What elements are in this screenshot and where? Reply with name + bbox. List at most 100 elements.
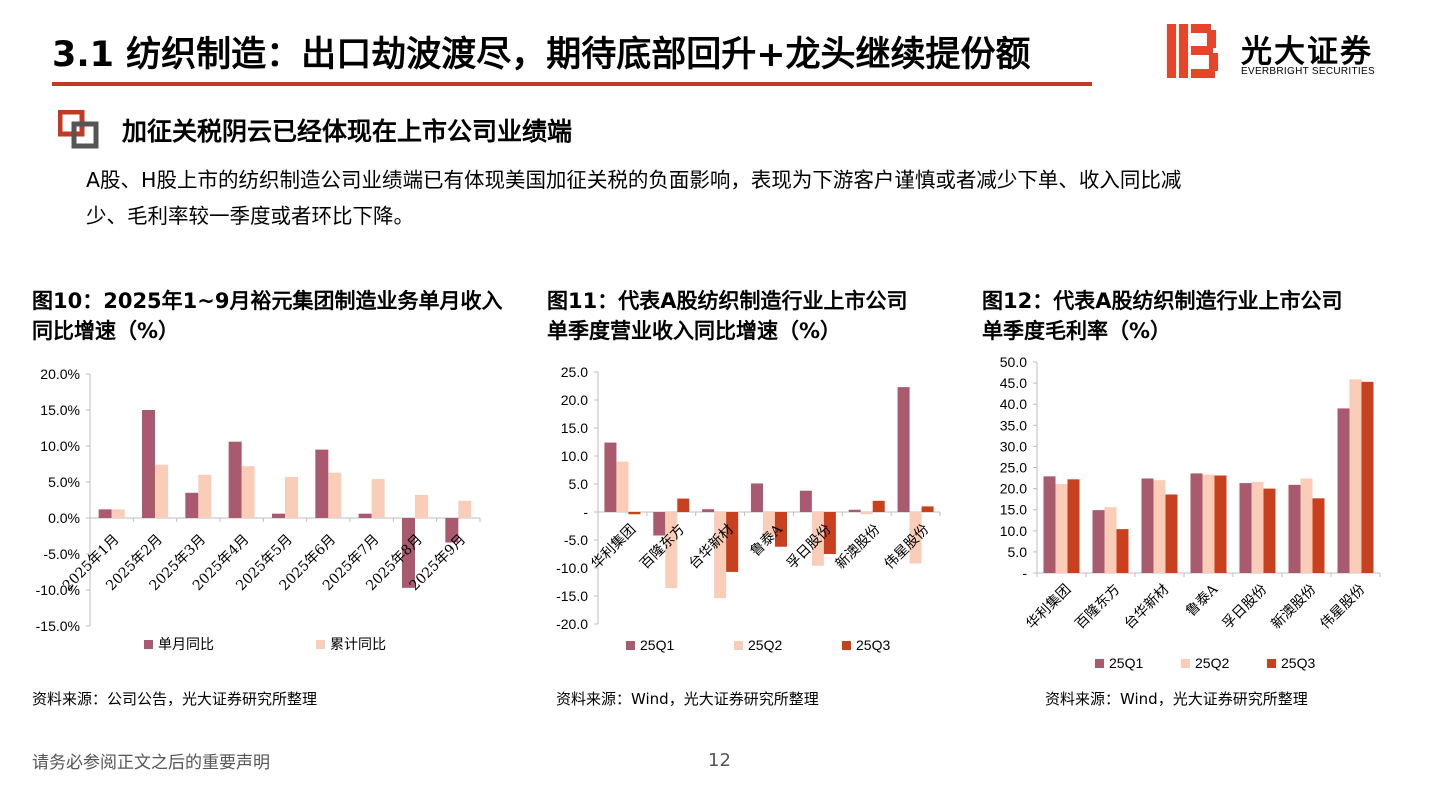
chart12-bar-chart: 50.0 45.0 40.0 35.0 30.0 25.0 20.0 15.0 10.0 5.0 -… bbox=[1000, 354, 1381, 671]
chart12-y-tick-label: 50.0 bbox=[1000, 354, 1027, 370]
chart11-category-label: 华利集团 bbox=[588, 521, 640, 573]
chart12-category-label: 台华新材 bbox=[1121, 582, 1172, 633]
chart12-category-label: 新澳股份 bbox=[1268, 582, 1319, 633]
chart11-bar bbox=[860, 512, 873, 515]
chart12-bar bbox=[1153, 480, 1166, 573]
chart11-bar bbox=[763, 512, 775, 536]
page-number: 12 bbox=[708, 750, 731, 771]
chart11-bar bbox=[726, 512, 739, 572]
chart12-bar bbox=[1263, 488, 1276, 573]
chart11-bar bbox=[628, 512, 641, 515]
chart12-category-label: 华利集团 bbox=[1023, 581, 1075, 633]
chart12-bar bbox=[1288, 484, 1301, 573]
chart12-y-tick-label: 20.0 bbox=[1000, 481, 1027, 497]
chart11-y-tick-label: -5.0 bbox=[564, 532, 588, 548]
chart11-bar bbox=[848, 509, 861, 512]
chart11-legend-swatch bbox=[842, 641, 851, 650]
chart12-legend-label: 25Q2 bbox=[1195, 655, 1229, 671]
chart11-y-tick-label: -15.0 bbox=[556, 588, 588, 604]
chart10-bar bbox=[358, 513, 372, 518]
chart10-title-line1: 图10：2025年1~9月裕元集团制造业务单月收入 bbox=[32, 289, 503, 313]
title-underline bbox=[52, 82, 1092, 86]
page-title: 3.1 纺织制造：出口劫波渡尽，期待底部回升+龙头继续提份额 bbox=[52, 35, 1031, 75]
chart11-legend-swatch bbox=[734, 641, 743, 650]
chart10-legend-label: 累计同比 bbox=[330, 637, 386, 653]
chart10-bar bbox=[198, 474, 212, 518]
chart10-bar bbox=[285, 476, 298, 518]
chart10-y-tick-label: 5.0% bbox=[48, 474, 80, 490]
chart11-bar bbox=[702, 509, 715, 512]
section-squares-icon bbox=[58, 110, 99, 149]
chart10-y-tick-label: 0.0% bbox=[48, 510, 80, 526]
chart12-legend-swatch bbox=[1095, 659, 1104, 668]
chart10-bar-chart: 20.0% 15.0% 10.0% 5.0% 0.0% -5.0% -10.0% -15.0%… bbox=[36, 366, 481, 653]
chart10-legend-label: 单月同比 bbox=[158, 637, 214, 653]
chart11-y-tick-label: 25.0 bbox=[561, 364, 588, 380]
chart10-bar bbox=[402, 518, 415, 588]
chart12-bar bbox=[1165, 494, 1178, 573]
logo-text-en: EVERBRIGHT SECURITIES bbox=[1241, 66, 1375, 77]
chart12-bar bbox=[1361, 381, 1374, 573]
chart12-bar bbox=[1104, 507, 1117, 573]
chart11-bar bbox=[921, 506, 934, 512]
chart11-bar bbox=[823, 512, 836, 554]
chart11-bar bbox=[799, 490, 812, 512]
chart10-y-tick-label: -10.0% bbox=[36, 582, 80, 598]
logo-text-cn: 光大证券 bbox=[1241, 34, 1373, 70]
body-line-2: 少、毛利率较一季度或者环比下降。 bbox=[86, 204, 414, 228]
chart10-bar bbox=[98, 509, 112, 518]
chart12-bar bbox=[1251, 481, 1264, 573]
chart11-bar bbox=[897, 387, 910, 512]
chart12-bar bbox=[1190, 473, 1203, 573]
chart12-legend-swatch bbox=[1181, 659, 1190, 668]
chart12-title: 图12：代表A股纺织制造行业上市公司 单季度毛利率（%） bbox=[982, 286, 1342, 346]
chart12-y-tick-label: 5.0 bbox=[1008, 544, 1028, 560]
chart10-y-tick-label: -15.0% bbox=[36, 618, 80, 634]
chart12-y-tick-label: 10.0 bbox=[1000, 523, 1027, 539]
chart10-bar bbox=[228, 441, 242, 518]
chart12-bar bbox=[1067, 479, 1080, 573]
chart12-category-label: 伟星股份 bbox=[1317, 582, 1368, 633]
chart10-legend-swatch bbox=[144, 640, 153, 649]
chart10-title-line2: 同比增速（%） bbox=[32, 319, 180, 343]
chart11-category-label: 新澳股份 bbox=[833, 522, 884, 573]
chart10-bar bbox=[142, 410, 155, 518]
chart11-bar bbox=[677, 498, 690, 512]
chart11-bar bbox=[751, 483, 763, 512]
chart11-y-tick-label: -20.0 bbox=[556, 616, 588, 632]
chart12-y-tick-label: - bbox=[1022, 565, 1027, 581]
chart10-bar bbox=[415, 494, 428, 518]
chart11-bar bbox=[909, 512, 922, 564]
chart10-bar bbox=[185, 492, 199, 518]
chart11-bar bbox=[604, 442, 617, 512]
chart11-bar bbox=[775, 512, 787, 547]
chart11-legend-label: 25Q1 bbox=[640, 637, 674, 653]
body-line-1: A股、H股上市的纺织制造公司业绩端已有体现美国加征关税的负面影响，表现为下游客户… bbox=[86, 168, 1182, 192]
chart12-bar bbox=[1055, 483, 1068, 573]
chart12-bar bbox=[1239, 483, 1252, 573]
chart11-y-tick-label: 15.0 bbox=[561, 420, 588, 436]
chart12-bar bbox=[1202, 474, 1215, 573]
chart11-bar-chart: 25.0 20.0 15.0 10.0 5.0 - -5.0 -10.0 -15.0 -20.0 华… bbox=[556, 364, 941, 653]
chart10-title: 图10：2025年1~9月裕元集团制造业务单月收入 同比增速（%） bbox=[32, 286, 503, 346]
chart10-bar bbox=[155, 464, 168, 518]
chart12-bar bbox=[1337, 408, 1350, 573]
chart10-y-tick-label: 10.0% bbox=[40, 438, 80, 454]
chart10-source: 资料来源：公司公告，光大证券研究所整理 bbox=[32, 690, 318, 708]
chart12-y-tick-label: 30.0 bbox=[1000, 438, 1027, 454]
chart11-bar bbox=[616, 461, 629, 512]
chart12-category-label: 孚日股份 bbox=[1219, 582, 1270, 633]
chart12-legend-label: 25Q1 bbox=[1109, 655, 1143, 671]
chart10-bar bbox=[445, 518, 459, 543]
chart10-bar bbox=[458, 500, 472, 518]
chart10-bar bbox=[111, 509, 125, 518]
chart12-bar bbox=[1141, 478, 1154, 573]
chart12-y-tick-label: 15.0 bbox=[1000, 502, 1027, 518]
body-paragraph: A股、H股上市的纺织制造公司业绩端已有体现美国加征关税的负面影响，表现为下游客户… bbox=[86, 162, 1396, 234]
chart12-y-tick-label: 45.0 bbox=[1000, 375, 1027, 391]
chart11-y-tick-label: 20.0 bbox=[561, 392, 588, 408]
chart11-bar bbox=[665, 512, 678, 589]
chart10-bar bbox=[315, 449, 329, 518]
chart12-legend-label: 25Q3 bbox=[1281, 655, 1315, 671]
chart12-bar bbox=[1043, 476, 1056, 573]
